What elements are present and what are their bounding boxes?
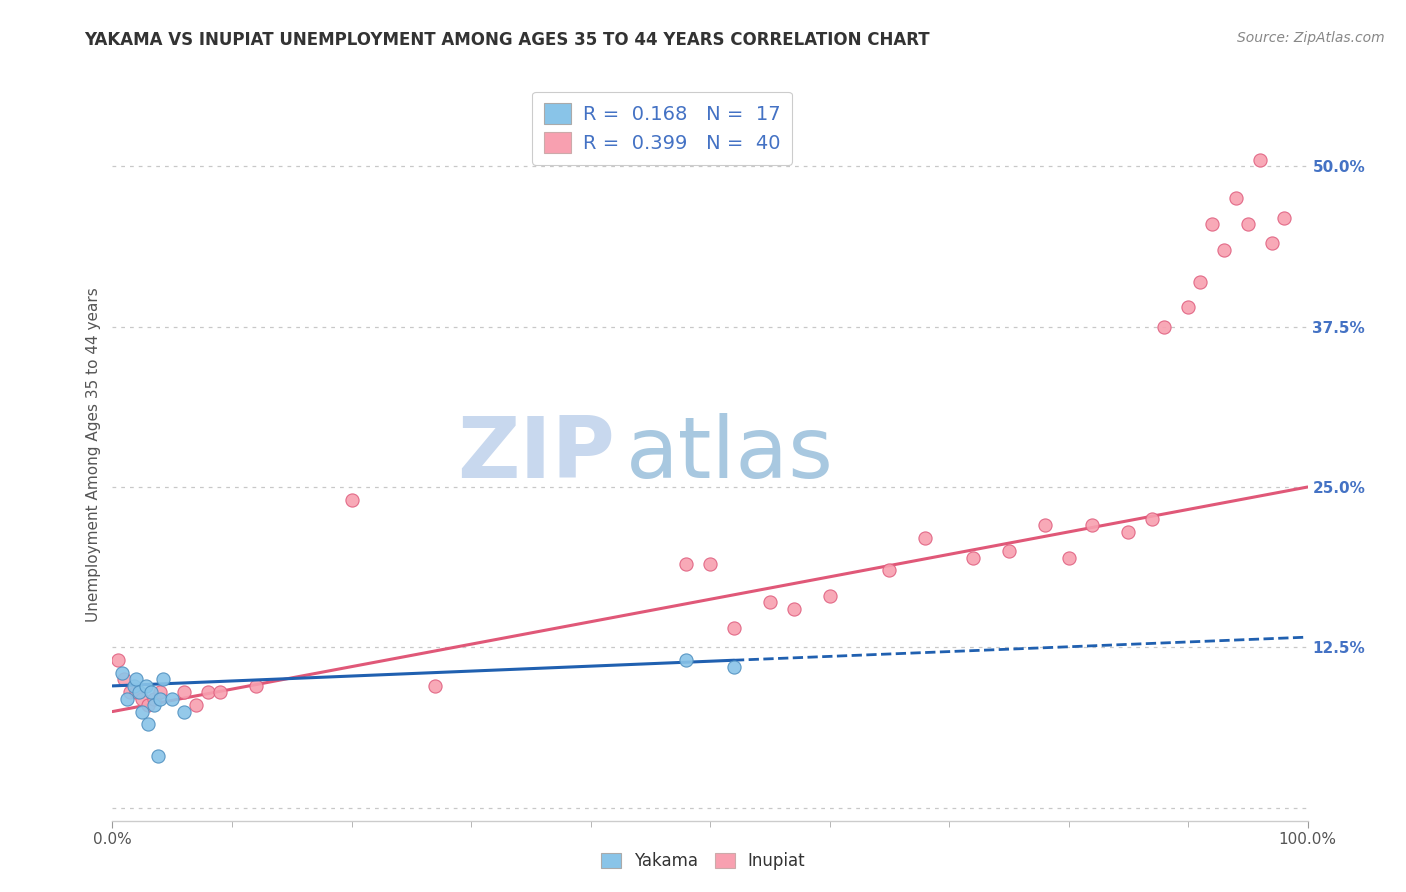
Text: atlas: atlas bbox=[627, 413, 834, 497]
Y-axis label: Unemployment Among Ages 35 to 44 years: Unemployment Among Ages 35 to 44 years bbox=[86, 287, 101, 623]
Point bbox=[1142, 512, 1164, 526]
Point bbox=[135, 679, 157, 693]
Point bbox=[818, 589, 841, 603]
Point bbox=[173, 685, 195, 699]
Point bbox=[1249, 153, 1271, 167]
Point bbox=[1081, 518, 1104, 533]
Point bbox=[115, 691, 138, 706]
Point bbox=[699, 557, 721, 571]
Text: YAKAMA VS INUPIAT UNEMPLOYMENT AMONG AGES 35 TO 44 YEARS CORRELATION CHART: YAKAMA VS INUPIAT UNEMPLOYMENT AMONG AGE… bbox=[84, 31, 929, 49]
Point bbox=[152, 673, 174, 687]
Point bbox=[879, 563, 901, 577]
Point bbox=[1237, 217, 1260, 231]
Point bbox=[675, 557, 697, 571]
Point bbox=[1201, 217, 1223, 231]
Point bbox=[149, 691, 172, 706]
Point bbox=[139, 685, 162, 699]
Point bbox=[173, 705, 195, 719]
Point bbox=[138, 698, 160, 713]
Point bbox=[128, 685, 150, 699]
Point bbox=[146, 749, 169, 764]
Point bbox=[186, 698, 208, 713]
Text: Source: ZipAtlas.com: Source: ZipAtlas.com bbox=[1237, 31, 1385, 45]
Point bbox=[162, 691, 183, 706]
Point bbox=[1153, 319, 1175, 334]
Point bbox=[425, 679, 447, 693]
Point bbox=[782, 602, 804, 616]
Point bbox=[107, 653, 129, 667]
Point bbox=[197, 685, 219, 699]
Point bbox=[759, 595, 782, 609]
Point bbox=[143, 691, 166, 706]
Point bbox=[1189, 275, 1212, 289]
Point bbox=[125, 673, 148, 687]
Point bbox=[125, 685, 148, 699]
Point bbox=[340, 492, 363, 507]
Point bbox=[1261, 236, 1284, 251]
Point bbox=[1033, 518, 1056, 533]
Point bbox=[1272, 211, 1295, 225]
Point bbox=[675, 653, 697, 667]
Point bbox=[120, 685, 142, 699]
Text: ZIP: ZIP bbox=[457, 413, 614, 497]
Point bbox=[723, 659, 745, 673]
Point bbox=[131, 691, 153, 706]
Legend: R =  0.168   N =  17, R =  0.399   N =  40: R = 0.168 N = 17, R = 0.399 N = 40 bbox=[533, 92, 792, 165]
Point bbox=[149, 685, 172, 699]
Point bbox=[1213, 243, 1236, 257]
Point bbox=[723, 621, 745, 635]
Point bbox=[138, 717, 160, 731]
Point bbox=[914, 532, 936, 546]
Point bbox=[1177, 301, 1199, 315]
Point bbox=[131, 705, 153, 719]
Point bbox=[111, 666, 134, 681]
Legend: Yakama, Inupiat: Yakama, Inupiat bbox=[593, 846, 813, 877]
Point bbox=[143, 698, 166, 713]
Point bbox=[245, 679, 267, 693]
Point bbox=[114, 673, 135, 687]
Point bbox=[998, 544, 1021, 558]
Point bbox=[1118, 524, 1140, 539]
Point bbox=[1225, 191, 1247, 205]
Point bbox=[1057, 550, 1080, 565]
Point bbox=[122, 679, 145, 693]
Point bbox=[209, 685, 232, 699]
Point bbox=[962, 550, 984, 565]
